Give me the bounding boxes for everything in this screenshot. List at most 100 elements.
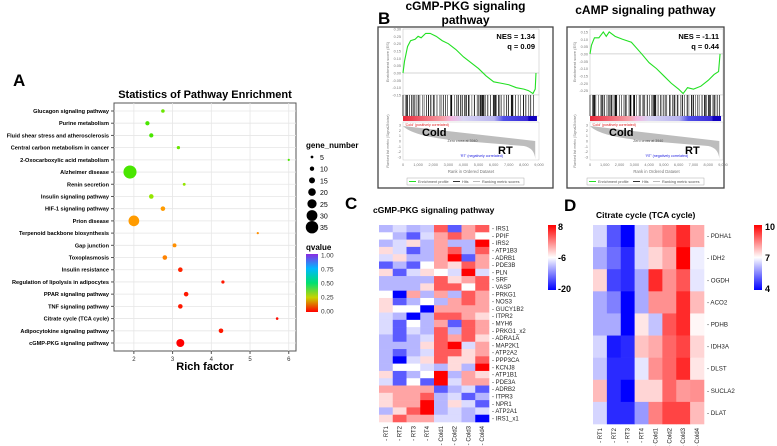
heatmap-cell [593, 357, 608, 381]
data-point [218, 328, 224, 334]
heatmap-cell [392, 334, 407, 343]
legend-label: Ranking metric scores [662, 180, 700, 184]
heatmap-cell [379, 363, 394, 372]
data-point [172, 243, 177, 248]
heatmap-cell [475, 290, 490, 299]
legend-label: Ranking metric scores [482, 180, 520, 184]
negative-label: 'RT' (negatively correlated) [460, 154, 503, 158]
metric-tick-label: 1 [399, 134, 401, 138]
es-tick-label: 0.05 [581, 45, 588, 49]
heatmap-cell [690, 357, 705, 381]
heatmap-cell [690, 313, 705, 336]
colorbar-label: -20 [558, 284, 571, 294]
column-label: - Cold2 [453, 425, 459, 445]
heatmap-cell [447, 290, 462, 299]
rank-tick-label: 6,000 [489, 163, 499, 167]
heatmap-cell [447, 407, 462, 416]
heatmap-cell [434, 268, 449, 277]
heatmap-cell [392, 392, 407, 401]
size-legend-label: 10 [320, 167, 328, 174]
heatmap-cell [634, 379, 649, 403]
heatmap-cell [434, 312, 449, 321]
heatmap-cell [406, 305, 421, 313]
heatmap-cell [434, 319, 449, 328]
heatmap-cell [648, 269, 663, 292]
heatmap-cell [406, 356, 421, 364]
metric-tick-label: -2 [585, 150, 588, 154]
heatmap-cell [420, 225, 435, 233]
plot-area [113, 102, 297, 352]
heatmap-cell [447, 283, 462, 291]
ranking-color-bar [403, 116, 537, 121]
heatmap-cell [420, 246, 435, 255]
gene-label: - ADRB1 [492, 256, 516, 262]
heatmap-cell [447, 414, 462, 423]
colorbar-tick-label: 0.50 [321, 281, 334, 288]
size-legend-title: gene_number [306, 141, 358, 150]
pathway-label: Fluid shear stress and atherosclerosis [7, 133, 109, 139]
heatmap-cell [434, 290, 449, 299]
zero-cross-label: Zero cross at 3940 [448, 139, 478, 143]
heatmap-cell [475, 312, 490, 321]
heatmap-cell [420, 363, 435, 372]
heatmap-cell [593, 379, 608, 403]
heatmap-cell [406, 392, 421, 401]
heatmap-cell [461, 276, 476, 284]
heatmap-cell [420, 414, 435, 423]
gene-label: - PRKG1_x2 [492, 329, 526, 335]
heatmap-cell [606, 379, 622, 403]
heatmap-cell [392, 349, 407, 357]
heatmap-cell [475, 385, 490, 394]
metric-tick-label: -3 [585, 156, 588, 160]
heatmap-cell [379, 356, 394, 364]
rank-tick-label: 5,000 [659, 163, 669, 167]
heatmap-cell [392, 356, 407, 364]
heatmap-cell [379, 246, 394, 255]
heatmap-cell [406, 225, 421, 233]
data-point [183, 291, 189, 297]
heatmap-cell [379, 276, 394, 284]
heatmap-cell [648, 357, 663, 381]
heatmap-cell [593, 247, 608, 270]
heatmap-cell [676, 247, 691, 270]
heatmap-cell [461, 232, 476, 240]
heatmap-cell [379, 400, 394, 408]
gsea-plot-camp: cAMP signaling pathway 0.15 0.10 0.05 0.00 -0… [566, 3, 728, 189]
heatmap-cell [648, 401, 663, 425]
data-point [145, 121, 150, 126]
heatmap-cell [434, 356, 449, 364]
heatmap-cell [447, 225, 462, 233]
heatmap-cell [606, 269, 622, 292]
es-tick-label: -0.15 [579, 74, 588, 78]
column-label: - RT3 [626, 427, 632, 443]
data-point [178, 267, 183, 273]
heatmap-cell [406, 363, 421, 372]
heatmap-cell [406, 297, 421, 306]
heatmap-cell [447, 400, 462, 408]
heatmap-cell [447, 392, 462, 401]
heatmap-cell [475, 254, 490, 262]
heatmap-cell [475, 297, 490, 306]
heatmap-cell [392, 239, 407, 248]
gsea-legend [406, 177, 525, 186]
heatmap-cell [392, 261, 407, 270]
positive-label: 'Cold' (positively correlated) [405, 123, 449, 127]
es-tick-label: 0.10 [581, 38, 588, 42]
rank-tick-label: 8,000 [703, 163, 713, 167]
heatmap-cell [461, 407, 476, 416]
heatmap-cell [420, 356, 435, 364]
rank-tick-label: 9,000 [718, 163, 728, 167]
heatmap-cell [379, 341, 394, 350]
heatmap-cell [690, 291, 705, 314]
heatmap-cell [379, 370, 394, 379]
heatmap-cell [392, 400, 407, 408]
gene-label: - MYH6 [492, 322, 513, 328]
heatmap-cell [379, 319, 394, 328]
heatmap-colorbar [754, 225, 762, 290]
metric-tick-label: -3 [398, 156, 401, 160]
heatmap-cell [690, 335, 705, 358]
heatmap-cell [379, 290, 394, 299]
heatmap-cell [620, 247, 635, 270]
pathway-label: Renin secretion [67, 182, 110, 188]
heatmap-cell [620, 225, 635, 248]
